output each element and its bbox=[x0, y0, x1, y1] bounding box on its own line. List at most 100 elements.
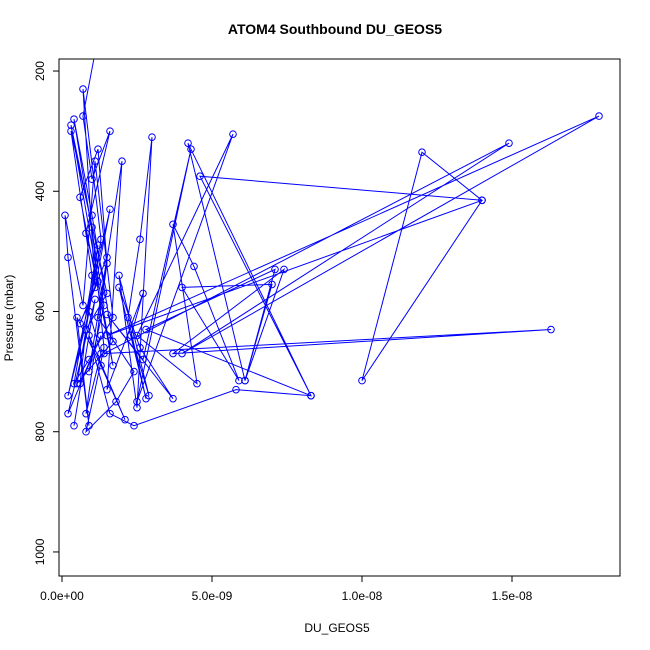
data-point bbox=[70, 421, 78, 430]
data-point bbox=[67, 127, 75, 135]
x-axis: 0.0e+00 5.0e-09 1.0e-08 1.5e-08 bbox=[40, 575, 533, 603]
data-point bbox=[133, 331, 141, 340]
data-point bbox=[418, 148, 426, 156]
data-point bbox=[178, 283, 186, 292]
data-point bbox=[76, 379, 84, 388]
data-point bbox=[70, 379, 78, 388]
data-point bbox=[97, 235, 105, 244]
data-point bbox=[91, 283, 99, 292]
data-point bbox=[88, 175, 96, 184]
data-point bbox=[130, 421, 138, 430]
y-tick-label: 600 bbox=[33, 301, 47, 321]
data-point bbox=[133, 403, 141, 412]
data-point bbox=[94, 145, 102, 153]
data-point bbox=[100, 349, 108, 358]
data-point bbox=[478, 196, 486, 205]
data-point bbox=[82, 409, 90, 418]
data-point bbox=[109, 361, 117, 370]
data-point bbox=[115, 283, 123, 292]
data-point bbox=[229, 130, 237, 138]
data-point bbox=[100, 301, 108, 310]
data-point bbox=[280, 265, 288, 274]
data-point bbox=[94, 241, 102, 250]
data-point bbox=[358, 376, 366, 385]
series-0 bbox=[61, 50, 603, 436]
data-point bbox=[103, 310, 111, 319]
data-point bbox=[88, 271, 96, 280]
plot-area bbox=[58, 58, 621, 577]
data-point bbox=[91, 157, 99, 165]
x-tick-label: 1.5e-08 bbox=[492, 589, 533, 603]
data-point bbox=[178, 349, 186, 358]
data-point bbox=[88, 223, 96, 232]
y-axis-label: Pressure (mbar) bbox=[2, 275, 16, 362]
data-point bbox=[94, 313, 102, 322]
data-point bbox=[127, 331, 135, 340]
data-point bbox=[142, 325, 150, 334]
data-point bbox=[76, 319, 84, 328]
data-point bbox=[82, 325, 90, 334]
data-point bbox=[92, 50, 99, 57]
data-point bbox=[241, 376, 249, 385]
data-point bbox=[64, 391, 72, 400]
data-point bbox=[97, 331, 105, 340]
data-point bbox=[70, 115, 78, 123]
x-axis-label: DU_GEOS5 bbox=[304, 621, 370, 635]
data-point bbox=[67, 121, 75, 129]
data-point bbox=[97, 349, 105, 358]
data-point bbox=[268, 280, 276, 289]
data-point bbox=[100, 343, 108, 352]
data-point bbox=[76, 193, 84, 202]
data-point bbox=[169, 349, 177, 358]
data-point bbox=[193, 379, 201, 388]
data-point bbox=[139, 355, 147, 364]
data-point bbox=[169, 394, 177, 403]
data-point bbox=[118, 157, 126, 165]
data-point bbox=[196, 172, 204, 181]
data-point bbox=[121, 415, 129, 424]
data-point bbox=[103, 289, 111, 298]
data-point bbox=[115, 271, 123, 280]
data-point bbox=[106, 409, 114, 418]
data-point bbox=[106, 127, 114, 135]
data-point bbox=[103, 253, 111, 262]
data-point bbox=[133, 397, 141, 406]
data-point bbox=[94, 277, 102, 286]
y-tick-label: 1000 bbox=[33, 538, 47, 565]
data-point bbox=[64, 253, 72, 262]
data-point bbox=[187, 145, 195, 153]
data-point bbox=[73, 379, 81, 388]
y-tick-label: 200 bbox=[33, 61, 47, 81]
data-point bbox=[79, 301, 87, 310]
data-point bbox=[85, 307, 93, 316]
data-point bbox=[124, 313, 132, 322]
data-point bbox=[235, 376, 243, 385]
data-point bbox=[505, 139, 513, 147]
data-point bbox=[112, 397, 120, 406]
data-point bbox=[595, 112, 603, 120]
data-point bbox=[85, 331, 93, 340]
data-point bbox=[64, 409, 72, 418]
data-point bbox=[103, 385, 111, 394]
data-point bbox=[139, 289, 147, 298]
data-point bbox=[85, 355, 93, 364]
data-point bbox=[307, 391, 315, 400]
data-point bbox=[82, 229, 90, 238]
series-line bbox=[64, 59, 600, 434]
y-tick-label: 800 bbox=[33, 421, 47, 441]
data-point bbox=[169, 220, 177, 229]
data-point bbox=[73, 313, 81, 322]
data-point bbox=[271, 265, 279, 274]
data-point bbox=[103, 331, 111, 340]
y-tick-label: 400 bbox=[33, 181, 47, 201]
data-point bbox=[85, 421, 93, 430]
data-point bbox=[109, 313, 117, 322]
data-point bbox=[109, 337, 117, 346]
x-tick-label: 1.0e-08 bbox=[342, 589, 383, 603]
data-point bbox=[232, 385, 240, 394]
data-point bbox=[79, 112, 87, 120]
data-point bbox=[547, 325, 555, 334]
x-tick-label: 5.0e-09 bbox=[192, 589, 233, 603]
data-point bbox=[97, 361, 105, 370]
